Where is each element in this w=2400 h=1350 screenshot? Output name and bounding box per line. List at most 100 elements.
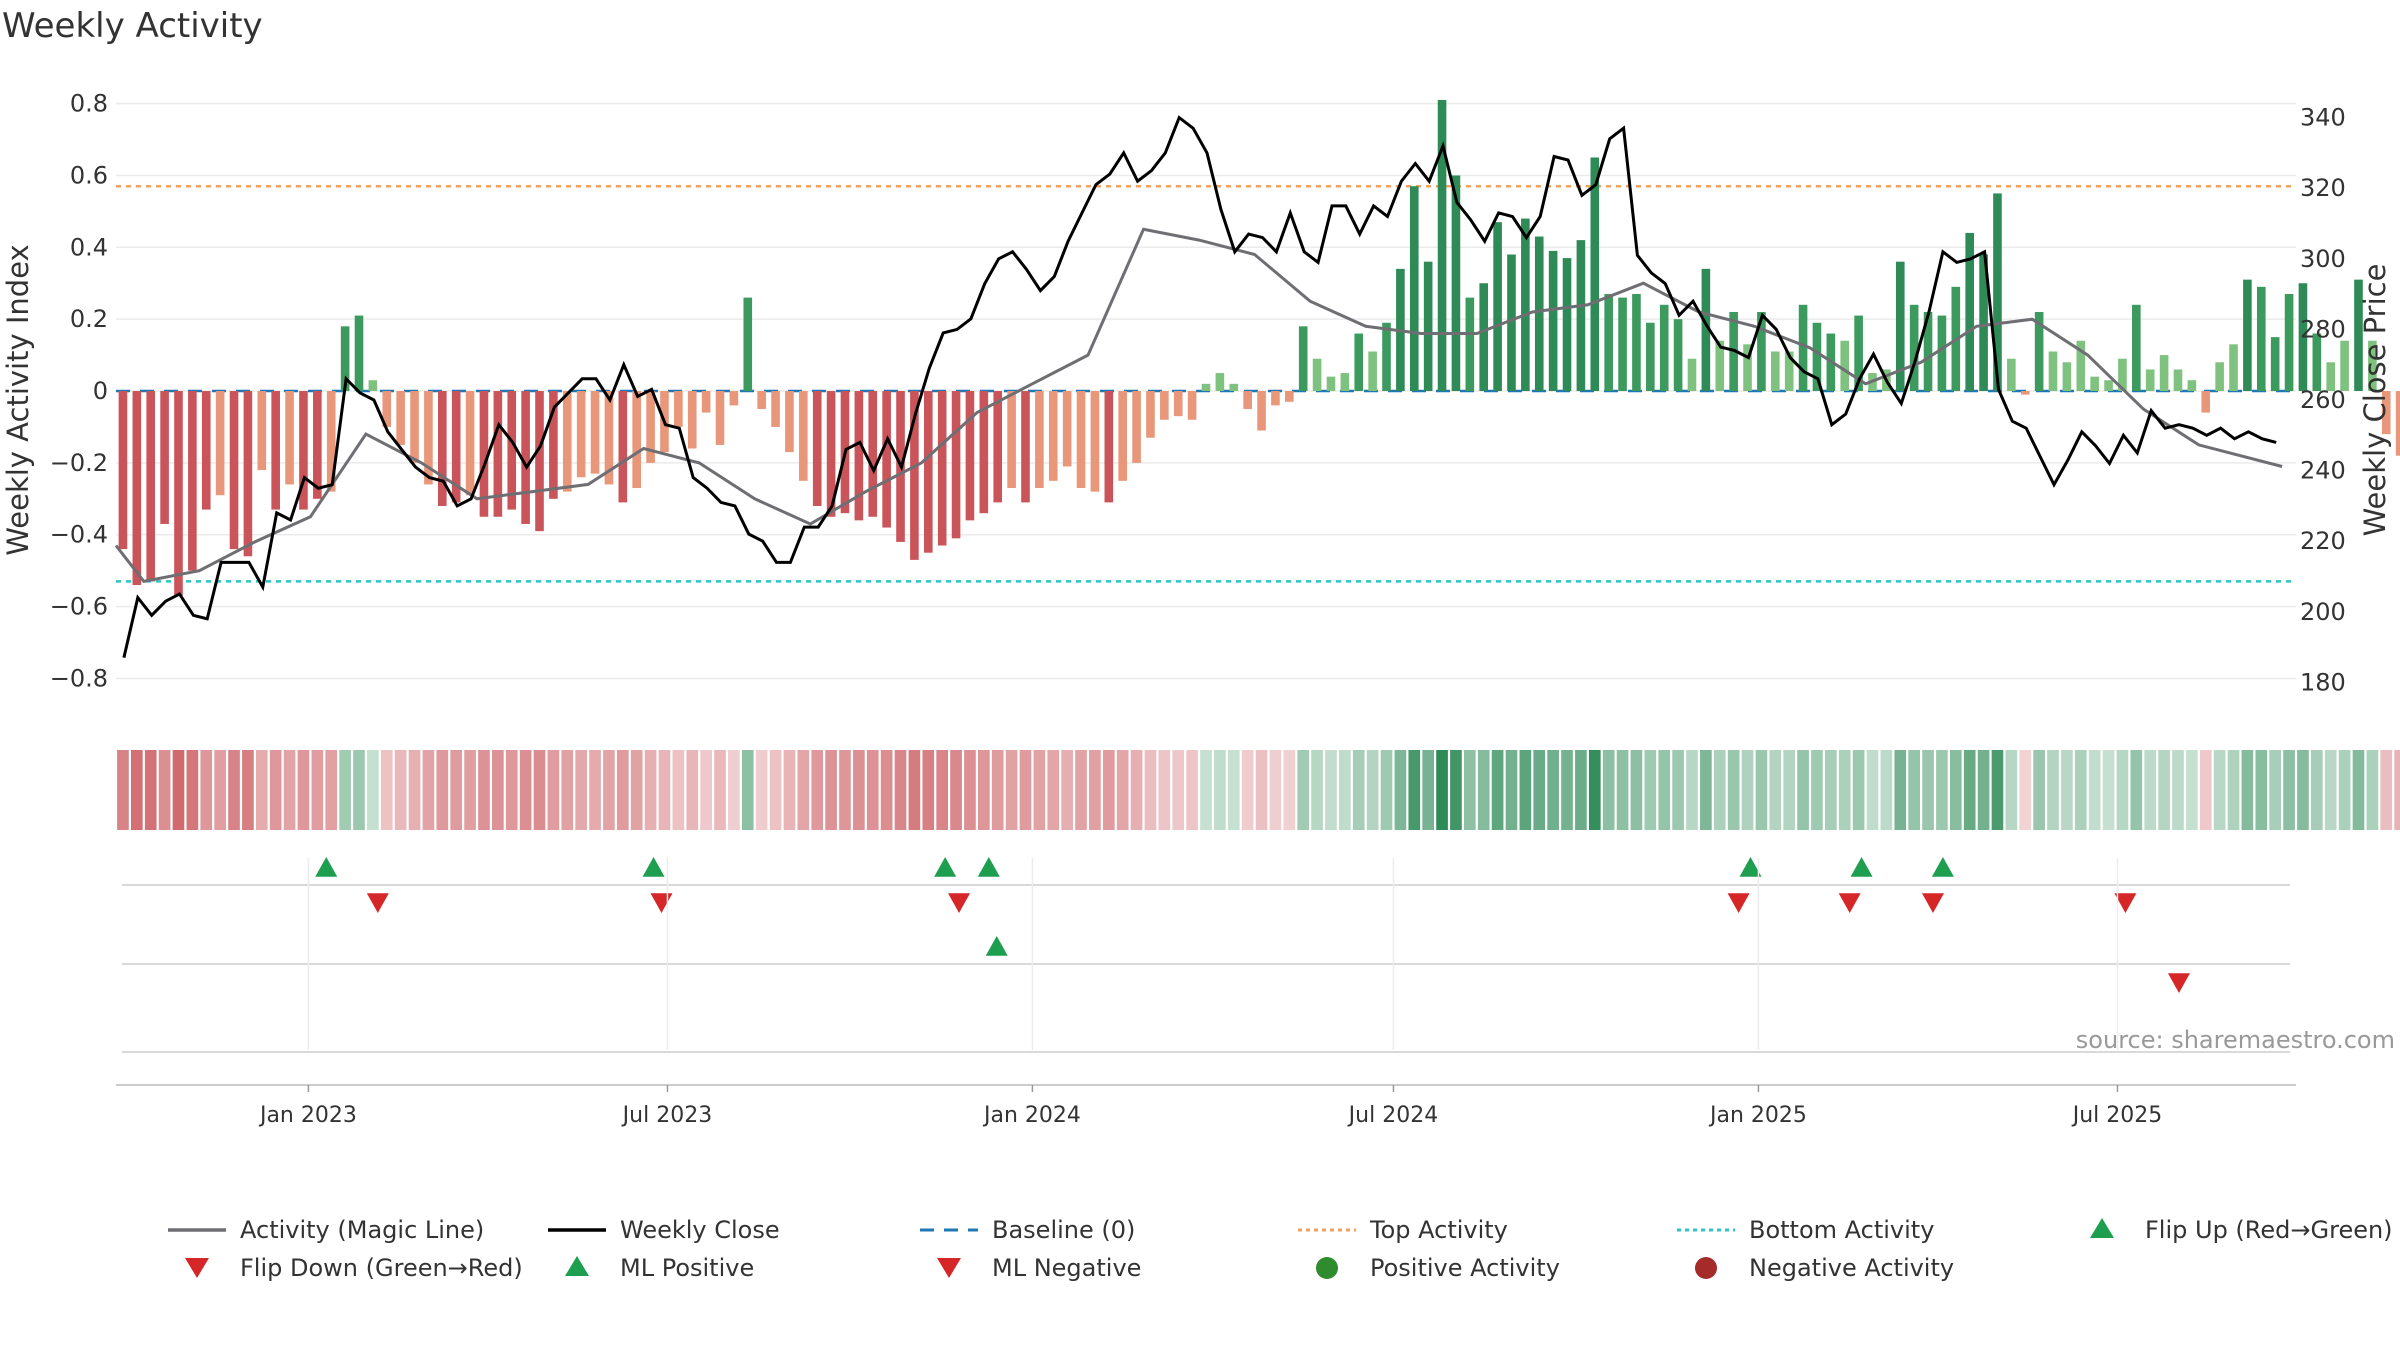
- activity-bar: [1507, 254, 1516, 392]
- strip-cell: [630, 750, 643, 830]
- activity-bar: [1076, 391, 1086, 489]
- activity-bar: [1451, 175, 1461, 392]
- activity-bar: [396, 391, 405, 445]
- activity-bar: [1173, 391, 1183, 417]
- left-tick-label: 0.6: [70, 161, 108, 189]
- activity-bar: [910, 391, 919, 560]
- activity-bar: [368, 380, 378, 392]
- left-tick-label: 0.2: [70, 305, 108, 333]
- strip-cell: [1352, 750, 1365, 830]
- activity-bar: [771, 391, 780, 427]
- activity-bar: [1673, 319, 1683, 392]
- activity-bar: [465, 391, 475, 496]
- activity-bar: [1715, 340, 1725, 392]
- strip-cell: [589, 750, 601, 830]
- activity-bar: [618, 391, 628, 503]
- strip-cell: [172, 750, 185, 830]
- activity-bar: [521, 391, 530, 524]
- activity-bar: [118, 391, 128, 550]
- strip-cell: [1727, 750, 1740, 830]
- strip-cell: [616, 750, 629, 830]
- strip-cell: [964, 750, 976, 830]
- legend-label: Activity (Magic Line): [240, 1216, 484, 1244]
- strip-cell: [367, 750, 379, 830]
- activity-bar: [743, 297, 753, 392]
- right-tick-label: 180: [2300, 668, 2346, 696]
- legend-swatch: [1695, 1257, 1717, 1279]
- strip-cell: [1283, 750, 1296, 830]
- activity-heat-strip: [117, 750, 2400, 830]
- activity-bar: [646, 391, 655, 463]
- strip-cell: [1922, 750, 1934, 830]
- strip-cell: [1033, 750, 1046, 830]
- strip-cell: [2352, 750, 2365, 830]
- activity-bar: [535, 391, 544, 532]
- strip-cell: [1505, 750, 1518, 830]
- strip-cell: [672, 750, 685, 830]
- activity-bar: [799, 391, 808, 481]
- strip-cell: [1144, 750, 1157, 830]
- strip-cell: [1005, 750, 1018, 830]
- legend-swatch: [2090, 1218, 2114, 1238]
- flip-down-marker: [650, 893, 673, 913]
- strip-cell: [728, 750, 740, 830]
- activity-bar: [1701, 268, 1711, 392]
- activity-bar: [1215, 373, 1225, 392]
- strip-cell: [1741, 750, 1754, 830]
- strip-cell: [880, 750, 893, 830]
- strip-cell: [228, 750, 240, 830]
- strip-cell: [2074, 750, 2087, 830]
- strip-cell: [200, 750, 213, 830]
- strip-cell: [978, 750, 990, 830]
- activity-bar: [2159, 355, 2169, 392]
- strip-cell: [2255, 750, 2268, 830]
- strip-cell: [242, 750, 254, 830]
- activity-bar: [632, 391, 642, 489]
- activity-bar: [438, 391, 447, 506]
- strip-cell: [1949, 750, 1962, 830]
- strip-cell: [2116, 750, 2129, 830]
- right-tick-label: 340: [2300, 104, 2346, 132]
- activity-bar: [2312, 333, 2322, 392]
- activity-bar: [201, 391, 211, 510]
- strip-cell: [2394, 750, 2400, 830]
- activity-bar: [2062, 362, 2072, 392]
- strip-cell: [1019, 750, 1032, 830]
- strip-cell: [1102, 750, 1115, 830]
- activity-bar: [1618, 297, 1627, 392]
- activity-bar: [271, 391, 280, 510]
- activity-bar: [1923, 311, 1933, 392]
- right-tick-label: 280: [2300, 315, 2346, 343]
- strip-cell: [561, 750, 574, 830]
- activity-bar: [1632, 294, 1641, 392]
- strip-cell: [1838, 750, 1851, 830]
- right-tick-label: 320: [2300, 174, 2346, 202]
- strip-cell: [1644, 750, 1657, 830]
- strip-cell: [1297, 750, 1310, 830]
- activity-bar: [2090, 376, 2099, 392]
- activity-bar: [1090, 391, 1100, 492]
- strip-cell: [311, 750, 324, 830]
- activity-bar: [2340, 340, 2349, 392]
- activity-bar: [1604, 294, 1613, 392]
- activity-bar: [2145, 369, 2155, 392]
- activity-bar: [174, 391, 183, 596]
- activity-bar: [2298, 283, 2308, 392]
- flip-down-marker: [366, 893, 389, 913]
- activity-bar: [1021, 391, 1030, 503]
- strip-cell: [825, 750, 837, 830]
- strip-cell: [1047, 750, 1060, 830]
- strip-cell: [144, 750, 157, 830]
- activity-bar: [479, 391, 489, 517]
- legend-label: Bottom Activity: [1749, 1216, 1934, 1244]
- date-axis: Jan 2023 Jul 2023 Jan 2024 Jul 2024 Jan 2025…: [258, 858, 2162, 1128]
- activity-bar: [1548, 250, 1558, 392]
- activity-bar: [965, 391, 975, 521]
- strip-cell: [255, 750, 268, 830]
- activity-bar: [1243, 391, 1252, 409]
- strip-cell: [1894, 750, 1907, 830]
- activity-bar: [2368, 340, 2377, 392]
- strip-cell: [1686, 750, 1698, 830]
- magic-line: [114, 227, 2283, 584]
- date-tick-label: Jul 2024: [1347, 1103, 1439, 1128]
